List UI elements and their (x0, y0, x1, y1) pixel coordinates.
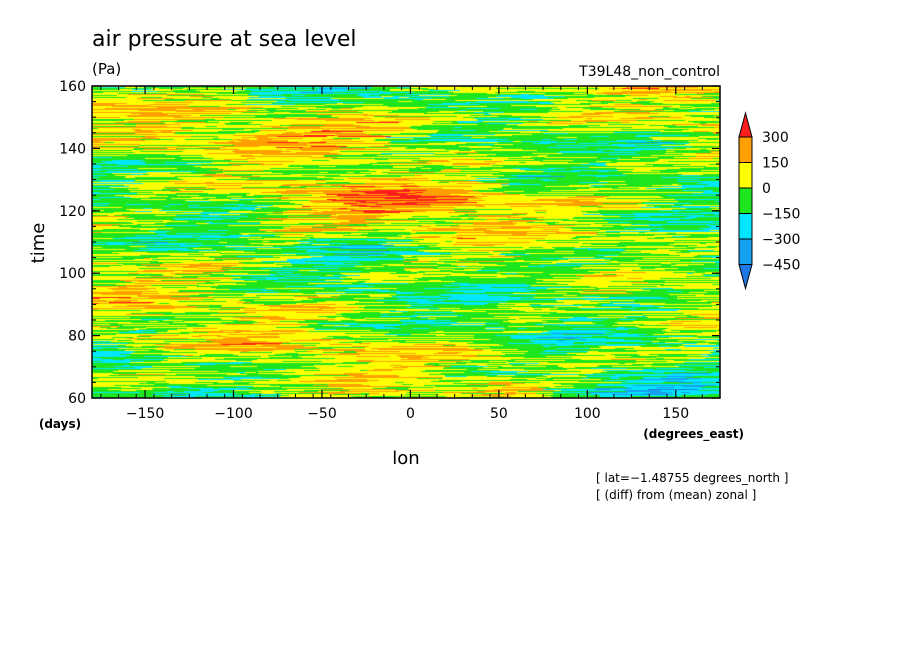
colorbar-label: 150 (762, 156, 789, 172)
y-tick-label: 60 (68, 391, 86, 407)
y-tick-label: 80 (68, 329, 86, 345)
colorbar-label: −150 (762, 207, 800, 223)
x-axis-units: (degrees_east) (643, 427, 744, 442)
plot-area (91, 85, 721, 399)
colorbar-segment (738, 136, 753, 163)
colorbar-label: −300 (762, 232, 800, 248)
y-tick-label: 160 (59, 79, 86, 95)
x-tick-label: 50 (490, 406, 508, 422)
x-tick-label: −50 (307, 406, 337, 422)
colorbar-label: 0 (762, 181, 771, 197)
y-tick-label: 100 (59, 266, 86, 282)
y-axis: 60 80 100 120 140 160 (59, 79, 720, 407)
colorbar-label: −450 (762, 258, 800, 274)
chart-units: (Pa) (92, 60, 121, 78)
x-tick-label: 100 (574, 406, 601, 422)
colorbar-label: 300 (762, 130, 789, 146)
colorbar-segment (738, 238, 753, 265)
y-axis-units: (days) (39, 417, 81, 431)
chart-title: air pressure at sea level (92, 27, 357, 52)
y-tick-label: 140 (59, 141, 86, 157)
run-label: T39L48_non_control (578, 64, 720, 80)
x-tick-label: −100 (214, 406, 252, 422)
y-tick-label: 120 (59, 204, 86, 220)
lat-note: [ lat=−1.48755 degrees_north ] (596, 471, 788, 485)
x-tick-label: 0 (406, 406, 415, 422)
x-tick-label: −150 (126, 406, 164, 422)
colorbar-min-triangle (738, 264, 753, 291)
colorbar-max-triangle (738, 111, 753, 138)
colorbar: 300 150 0 −150 −300 −450 (738, 111, 800, 291)
colorbar-segment (738, 213, 753, 240)
diff-note: [ (diff) from (mean) zonal ] (596, 488, 756, 502)
x-axis: −150 −100 −50 0 50 100 150 (100, 86, 721, 422)
colorbar-segment (738, 187, 753, 214)
colorbar-segment (738, 162, 753, 189)
x-axis-label: lon (392, 448, 419, 469)
heatmap-field (92, 86, 720, 398)
x-tick-label: 150 (662, 406, 689, 422)
y-axis-label: time (28, 223, 49, 264)
